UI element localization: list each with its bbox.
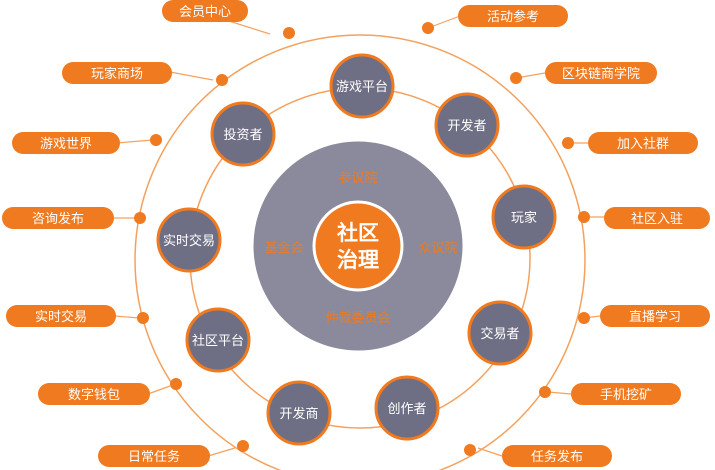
- svg-text:玩家: 玩家: [511, 210, 537, 226]
- svg-text:开发商: 开发商: [279, 406, 318, 422]
- outer-ring-dots: [134, 22, 590, 456]
- svg-text:加入社群: 加入社群: [617, 136, 669, 152]
- pill-task-publish[interactable]: 任务发布: [502, 445, 612, 467]
- svg-text:游戏世界: 游戏世界: [40, 137, 92, 152]
- governance-label-right: 众议院: [418, 241, 457, 256]
- governance-label-bottom: 仲裁委员会: [325, 310, 390, 326]
- role-player: 玩家: [491, 184, 557, 250]
- governance-label-left: 基金会: [264, 240, 303, 256]
- pill-join-community[interactable]: 加入社群: [588, 132, 698, 154]
- role-community-platform: 社区平台: [185, 307, 251, 373]
- svg-text:活动参考: 活动参考: [487, 9, 539, 25]
- svg-text:投资者: 投资者: [223, 127, 262, 143]
- role-developer-business: 开发商: [266, 380, 332, 446]
- pill-live-learning[interactable]: 直播学习: [600, 305, 710, 327]
- svg-text:玩家商场: 玩家商场: [91, 66, 143, 82]
- pill-member-center[interactable]: 会员中心: [162, 0, 248, 22]
- role-investor: 投资者: [210, 101, 276, 167]
- svg-text:咨询发布: 咨询发布: [32, 211, 84, 227]
- role-realtime-trading: 实时交易: [156, 207, 222, 273]
- pill-mobile-mining[interactable]: 手机挖矿: [571, 383, 681, 405]
- role-developer-top: 开发者: [434, 92, 500, 158]
- role-creator: 创作者: [374, 375, 440, 441]
- role-game-platform: 游戏平台: [329, 53, 395, 119]
- outer-ring: [134, 34, 586, 470]
- center-title-line2: 治理: [337, 248, 379, 272]
- pill-blockchain-academy[interactable]: 区块链商学院: [545, 62, 657, 84]
- svg-text:实时交易: 实时交易: [35, 309, 87, 325]
- svg-text:直播学习: 直播学习: [629, 309, 681, 325]
- svg-text:手机挖矿: 手机挖矿: [600, 388, 652, 403]
- svg-text:游戏平台: 游戏平台: [336, 80, 388, 95]
- role-trader: 交易者: [467, 300, 533, 366]
- svg-text:创作者: 创作者: [387, 402, 426, 417]
- svg-text:交易者: 交易者: [480, 326, 519, 342]
- svg-text:数字钱包: 数字钱包: [68, 388, 120, 403]
- svg-text:区块链商学院: 区块链商学院: [562, 66, 640, 82]
- svg-text:社区平台: 社区平台: [192, 333, 244, 349]
- pill-consult-publish[interactable]: 咨询发布: [2, 207, 114, 229]
- pill-event-reference[interactable]: 活动参考: [458, 5, 568, 27]
- svg-text:社区入驻: 社区入驻: [631, 211, 683, 227]
- svg-text:开发者: 开发者: [447, 118, 486, 134]
- governance-label-top: 参议院: [338, 170, 377, 186]
- svg-text:实时交易: 实时交易: [163, 233, 215, 249]
- svg-text:任务发布: 任务发布: [531, 449, 583, 465]
- svg-text:日常任务: 日常任务: [128, 449, 180, 465]
- pill-community-onboard[interactable]: 社区入驻: [604, 207, 710, 229]
- pill-realtime-trading[interactable]: 实时交易: [6, 305, 116, 327]
- svg-text:会员中心: 会员中心: [179, 5, 231, 20]
- pill-digital-wallet[interactable]: 数字钱包: [38, 383, 150, 405]
- pill-daily-tasks[interactable]: 日常任务: [98, 445, 210, 467]
- center-title-line1: 社区: [336, 221, 379, 245]
- pill-player-mall[interactable]: 玩家商场: [62, 62, 172, 84]
- pill-game-world[interactable]: 游戏世界: [12, 132, 120, 154]
- center-core: [312, 200, 404, 292]
